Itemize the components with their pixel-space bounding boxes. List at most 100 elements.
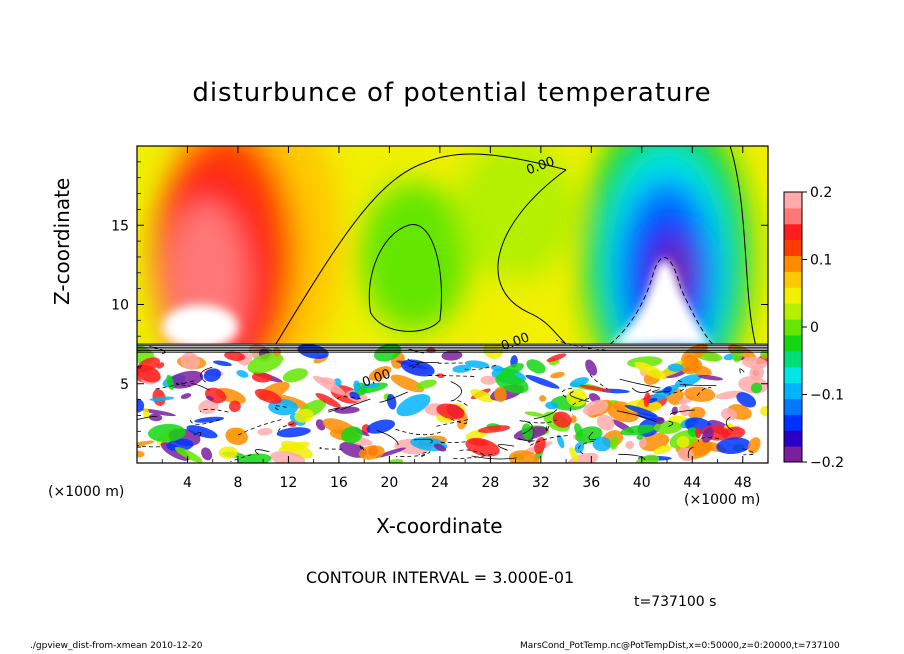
colorbar-swatch	[784, 239, 802, 257]
zero-contour-center	[368, 224, 442, 332]
colorbar-tick-label: −0.2	[810, 455, 844, 471]
turbulence-patch	[166, 374, 175, 391]
turbulence-patch	[149, 396, 175, 401]
colorbar-swatch	[784, 350, 802, 368]
footer-right: MarsCond_PotTemp.nc@PotTempDist,x=0:5000…	[520, 641, 840, 651]
turbulence-patch	[280, 440, 313, 459]
colorbar-swatch	[784, 223, 802, 241]
contour-line	[359, 444, 365, 451]
turbulence-patch	[624, 404, 658, 417]
colorbar-swatch	[784, 192, 802, 209]
contour-interval-text: CONTOUR INTERVAL = 3.000E-01	[306, 568, 575, 587]
turbulence-patch	[491, 365, 504, 372]
contour-line	[561, 387, 575, 398]
y-axis-ticks: 5 10 15	[111, 161, 768, 448]
turbulence-patch	[396, 393, 431, 417]
contour-line	[589, 374, 608, 390]
turbulence-patch	[436, 373, 445, 379]
contour-line	[448, 399, 468, 406]
contour-line	[237, 418, 283, 436]
contour-line	[414, 438, 433, 444]
turbulence-patch	[186, 425, 218, 439]
x-tick-label: 4	[183, 475, 192, 491]
negative-contour	[609, 257, 713, 345]
turbulence-patch	[625, 440, 635, 450]
turbulence-patch	[441, 350, 463, 361]
turbulence-patch	[257, 428, 273, 436]
turbulence-patch	[574, 442, 585, 454]
contour-line	[395, 428, 443, 436]
contour-line	[578, 440, 594, 455]
contour-line	[254, 449, 270, 455]
contour-line	[618, 453, 646, 461]
contour-line	[522, 420, 533, 435]
contour-line	[278, 423, 294, 435]
footer-left: ./gpview_dist-from-xmean 2010-12-20	[30, 641, 203, 651]
turbulence-patch	[137, 364, 161, 383]
zero-contour-right	[497, 169, 567, 345]
colorbar-swatch	[784, 446, 802, 463]
contour-line	[191, 382, 210, 391]
contour-line	[739, 368, 745, 374]
colorbar-tick-label: 0.2	[810, 185, 832, 201]
contour-line	[668, 379, 687, 395]
contour-line	[418, 451, 431, 458]
contour-line	[405, 363, 419, 369]
turbulence-patch	[620, 424, 656, 436]
contour-line	[464, 364, 498, 371]
x-tick-label: 48	[734, 475, 752, 491]
contour-line	[652, 389, 671, 393]
contour-line	[176, 382, 191, 387]
turbulence-patch	[701, 427, 714, 443]
turbulence-patch	[578, 384, 612, 393]
turbulence-patch	[452, 364, 472, 373]
turbulence-patch	[674, 374, 702, 388]
colorbar-swatch	[784, 207, 802, 225]
contour-line	[679, 384, 717, 387]
contour-line	[668, 420, 674, 427]
turbulence-patch	[716, 437, 751, 455]
turbulence-patch	[667, 363, 684, 372]
turbulence-patch	[174, 446, 203, 463]
turbulence-patch	[546, 353, 567, 362]
turbulence-patch	[203, 368, 222, 382]
turbulence-patch	[750, 382, 763, 394]
colorbar-swatch	[784, 414, 802, 431]
central-region	[359, 181, 470, 332]
turbulence-patch	[218, 446, 238, 459]
colorbar-swatch	[784, 303, 802, 320]
turbulence-patch	[655, 417, 665, 425]
x-tick-label: 12	[280, 475, 298, 491]
colorbar-swatch	[784, 255, 802, 272]
turbulence-patch	[166, 438, 194, 452]
turbulence-patch	[683, 386, 716, 402]
colorbar: 0.2 0.1 0 −0.1 −0.2	[783, 185, 844, 471]
colorbar-swatch	[784, 398, 802, 415]
colorbar-swatch	[784, 334, 802, 352]
turbulence-patch	[557, 434, 565, 449]
contour-line	[379, 391, 408, 403]
turbulence-patch	[634, 361, 667, 380]
contour-line	[519, 419, 557, 424]
turbulence-patch	[582, 399, 609, 416]
contour-line	[193, 431, 202, 437]
contour-line	[336, 396, 361, 400]
upper-region	[455, 146, 576, 280]
turbulence-patch	[534, 437, 546, 454]
x-tick-label: 32	[532, 475, 550, 491]
x-tick-label: 40	[633, 475, 651, 491]
turbulence-patch	[143, 407, 150, 419]
contour-line	[616, 410, 657, 423]
contour-line	[155, 380, 196, 390]
turbulence-patch	[465, 437, 500, 457]
turbulence-patch	[464, 360, 490, 369]
contour-line	[696, 387, 712, 397]
turbulence-patch	[499, 363, 524, 377]
turbulence-patch	[416, 379, 437, 389]
warm-core	[162, 304, 239, 349]
turbulence-patch	[569, 447, 579, 462]
turbulence-patch	[653, 445, 672, 455]
x-tick-label: 16	[330, 475, 348, 491]
x-unit-label-left: (×1000 m)	[48, 484, 125, 500]
x-tick-label: 8	[233, 475, 242, 491]
